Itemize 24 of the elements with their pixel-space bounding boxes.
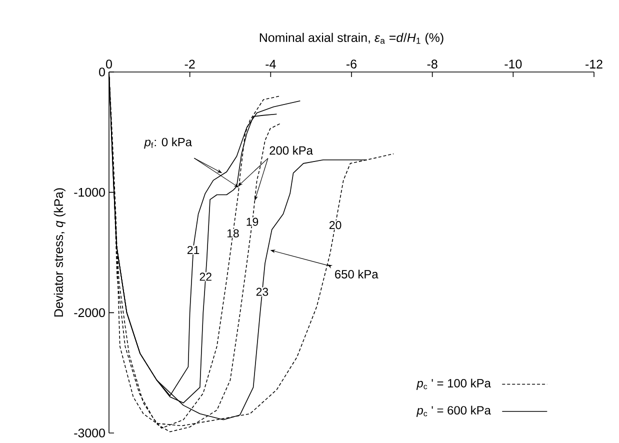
x-tick-label: 0 <box>106 60 112 68</box>
series-label: 21 <box>187 246 200 254</box>
x-tick-label: -8 <box>427 60 438 68</box>
series-label: 22 <box>200 272 212 281</box>
annotation: 650 kPa <box>335 270 378 278</box>
y-tick-label: -2000 <box>74 308 105 318</box>
series-label: 19 <box>246 218 258 226</box>
y-tick-label: -1000 <box>74 188 105 197</box>
x-tick-label: -2 <box>184 60 195 68</box>
x-tick-label: -10 <box>504 60 522 68</box>
x-tick-label: -6 <box>346 60 356 68</box>
text: Nominal axial strain, ε$_{a}$ =d/H$_{1}$ (%) <box>260 32 444 44</box>
annotation: p$_{f}$: 0 kPa <box>144 138 192 149</box>
series-label: 23 <box>256 288 268 296</box>
annotation: p$_{c}$ ' = 600 kPa <box>416 406 491 417</box>
x-tick-label: -12 <box>586 60 602 68</box>
annotation: p$_{c}$ ' = 100 kPa <box>416 378 491 390</box>
annotation: 200 kPa <box>270 146 313 155</box>
series-label: 20 <box>329 221 342 230</box>
y-tick-label: 0 <box>99 68 105 76</box>
y-axis-title: Deviator stress, q (kPa) <box>54 188 66 317</box>
x-tick-label: -4 <box>266 60 276 68</box>
y-tick-label: -3000 <box>74 428 105 438</box>
series-label: 18 <box>227 229 239 238</box>
